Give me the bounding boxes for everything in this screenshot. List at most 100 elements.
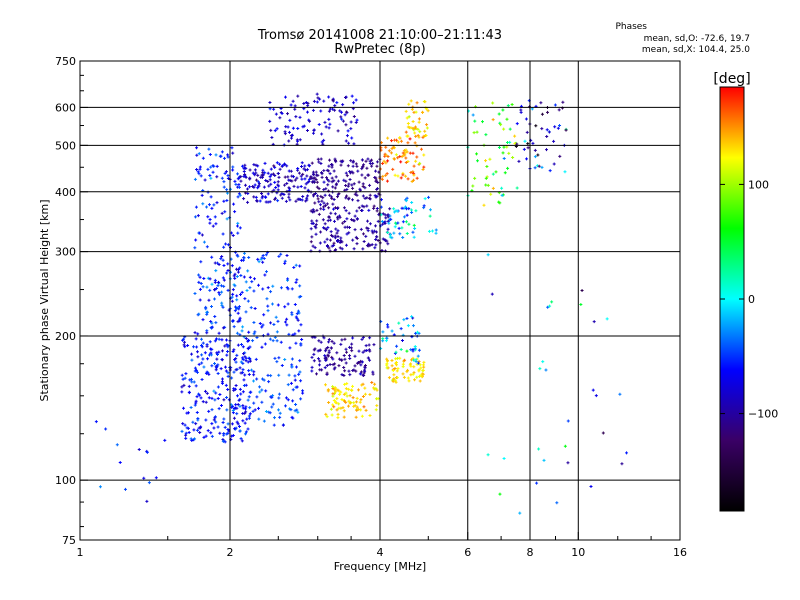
scatter-point <box>246 347 250 351</box>
scatter-point <box>338 109 342 113</box>
scatter-point <box>351 396 355 400</box>
scatter-point <box>533 148 537 152</box>
scatter-point <box>232 202 236 206</box>
scatter-point <box>388 233 392 237</box>
scatter-point <box>344 400 348 404</box>
scatter-point <box>216 396 220 400</box>
scatter-point <box>355 164 359 168</box>
scatter-point <box>225 188 229 192</box>
scatter-point <box>370 243 374 247</box>
scatter-point <box>182 383 186 387</box>
scatter-point <box>293 332 297 336</box>
scatter-point <box>339 239 343 243</box>
scatter-point <box>319 194 323 198</box>
scatter-point <box>295 365 299 369</box>
scatter-point <box>320 132 324 136</box>
scatter-point <box>368 414 372 418</box>
scatter-point <box>190 358 194 362</box>
scatter-point <box>316 96 320 100</box>
scatter-point <box>407 222 411 226</box>
scatter-point <box>214 321 218 325</box>
scatter-point <box>339 236 343 240</box>
scatter-point <box>226 269 230 273</box>
scatter-point <box>394 380 398 384</box>
scatter-point <box>312 348 316 352</box>
scatter-point <box>186 411 190 415</box>
scatter-point <box>563 444 567 448</box>
scatter-point <box>325 237 329 241</box>
scatter-point <box>215 175 219 179</box>
scatter-point <box>118 461 122 465</box>
scatter-point <box>204 307 208 311</box>
scatter-point <box>405 116 409 120</box>
scatter-point <box>399 160 403 164</box>
scatter-point <box>539 101 543 105</box>
scatter-point <box>386 242 390 246</box>
scatter-point <box>248 177 252 181</box>
scatter-point <box>325 364 329 368</box>
scatter-point <box>318 203 322 207</box>
scatter-point <box>422 165 426 169</box>
scatter-point <box>233 179 237 183</box>
scatter-point <box>419 366 423 370</box>
scatter-point <box>192 345 196 349</box>
scatter-point <box>345 394 349 398</box>
scatter-point <box>556 126 560 130</box>
scatter-point <box>324 187 328 191</box>
scatter-point <box>552 162 556 166</box>
scatter-point <box>373 224 377 228</box>
y-tick-label: 500 <box>55 139 76 152</box>
scatter-point <box>409 364 413 368</box>
scatter-point <box>280 196 284 200</box>
scatter-point <box>344 347 348 351</box>
scatter-point <box>261 254 265 258</box>
scatter-point <box>413 226 417 230</box>
scatter-point <box>224 369 228 373</box>
scatter-point <box>299 323 303 327</box>
scatter-point <box>418 363 422 367</box>
scatter-point <box>222 417 226 421</box>
scatter-point <box>299 379 303 383</box>
scatter-point <box>264 389 268 393</box>
scatter-point <box>340 247 344 251</box>
scatter-point <box>375 160 379 164</box>
scatter-point <box>534 124 538 128</box>
scatter-point <box>561 100 565 104</box>
scatter-point <box>331 403 335 407</box>
scatter-point <box>386 323 390 327</box>
scatter-point <box>272 164 276 168</box>
scatter-point <box>216 425 220 429</box>
scatter-point <box>283 130 287 134</box>
scatter-point <box>198 298 202 302</box>
scatter-point <box>361 165 365 169</box>
scatter-point <box>235 420 239 424</box>
scatter-point <box>411 348 415 352</box>
scatter-point <box>243 174 247 178</box>
scatter-point <box>238 424 242 428</box>
scatter-point <box>283 95 287 99</box>
scatter-point <box>381 337 385 341</box>
colorbar-unit-label: [deg] <box>713 71 750 87</box>
scatter-point <box>260 388 264 392</box>
x-tick-label: 16 <box>673 546 687 559</box>
scatter-point <box>236 231 240 235</box>
scatter-point <box>540 112 544 116</box>
scatter-point <box>409 373 413 377</box>
scatter-point <box>209 351 213 355</box>
scatter-point <box>243 411 247 415</box>
scatter-point <box>324 359 328 363</box>
scatter-point <box>300 164 304 168</box>
scatter-point <box>371 161 375 165</box>
scatter-point <box>215 164 219 168</box>
scatter-point <box>187 384 191 388</box>
scatter-point <box>359 398 363 402</box>
scatter-point <box>336 206 340 210</box>
scatter-point <box>197 362 201 366</box>
scatter-point <box>350 94 354 98</box>
scatter-point <box>344 139 348 143</box>
scatter-point <box>200 193 204 197</box>
scatter-point <box>247 414 251 418</box>
scatter-point <box>434 231 438 235</box>
scatter-point <box>275 127 279 131</box>
scatter-point <box>502 145 506 149</box>
